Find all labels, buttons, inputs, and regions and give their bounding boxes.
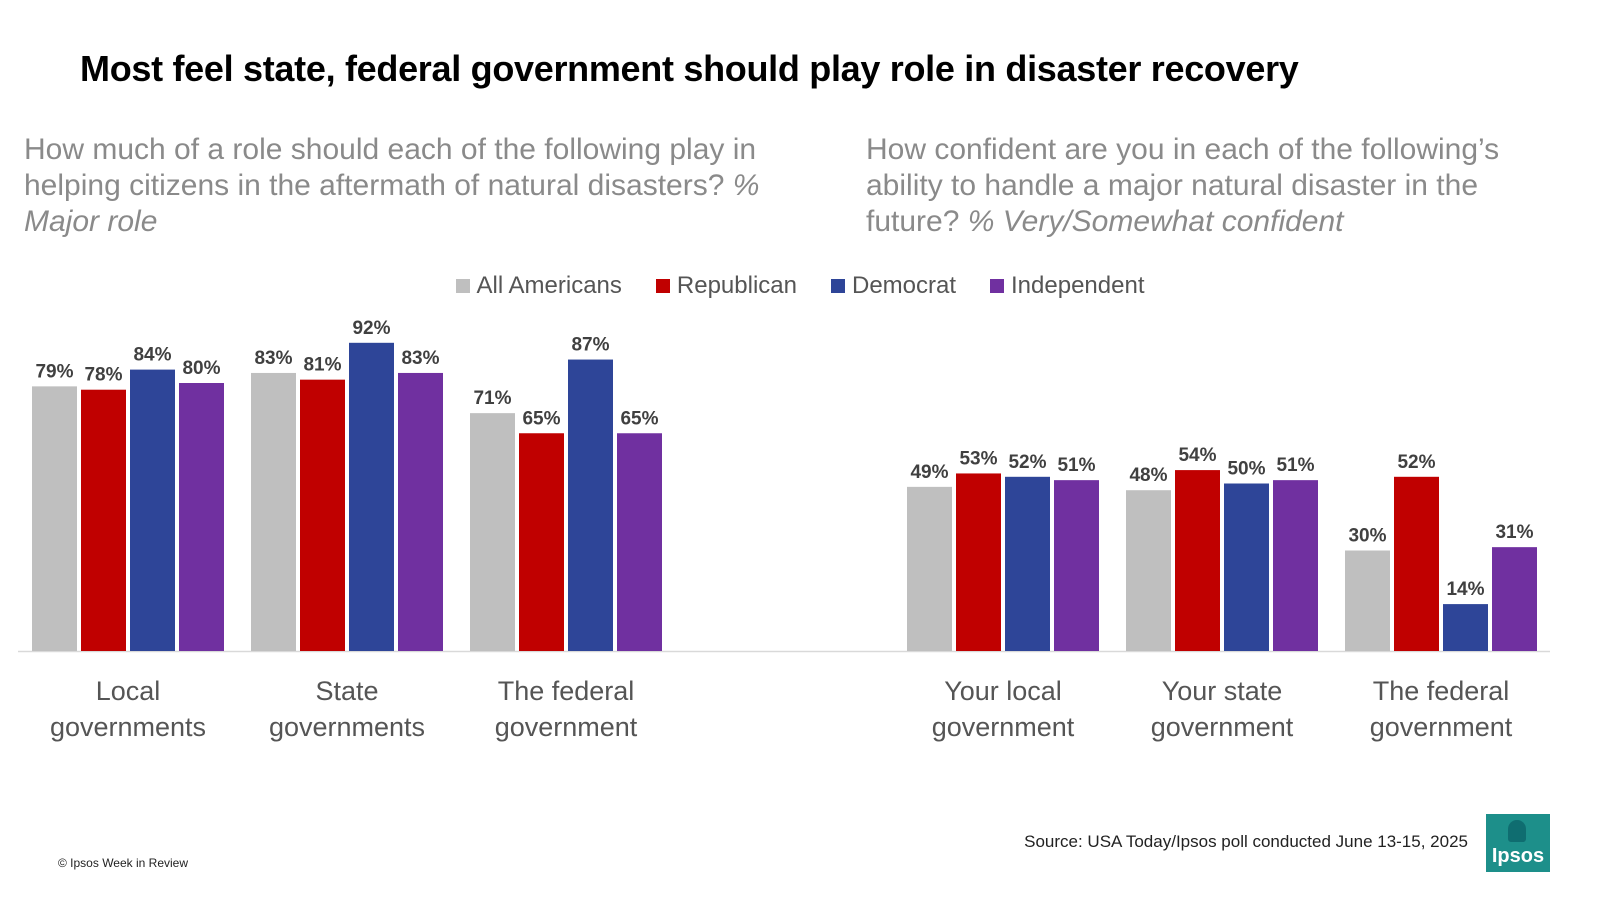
bar <box>519 433 564 651</box>
data-label: 65% <box>522 408 560 429</box>
data-label: 71% <box>473 388 511 409</box>
bar <box>130 369 175 651</box>
data-label: 65% <box>620 408 658 429</box>
legend-swatch <box>655 279 670 293</box>
bar <box>470 413 515 651</box>
legend-swatch <box>830 279 845 293</box>
data-label: 31% <box>1495 522 1533 543</box>
bar <box>1345 550 1390 651</box>
bar <box>1224 483 1269 651</box>
bar <box>349 342 394 651</box>
bar <box>1443 604 1488 651</box>
chart-title: Most feel state, federal government shou… <box>80 48 1299 89</box>
right-question: How confident are you in each of the fol… <box>866 132 1566 240</box>
bar <box>81 389 126 651</box>
data-label: 30% <box>1348 526 1386 547</box>
data-label: 84% <box>133 345 171 366</box>
left-question: How much of a role should each of the fo… <box>24 132 764 240</box>
left-question-qualifier: % Major role <box>24 169 760 238</box>
copyright-note: © Ipsos Week in Review <box>58 856 189 870</box>
bar <box>300 379 345 651</box>
data-label: 83% <box>254 348 292 369</box>
bar <box>1054 480 1099 651</box>
bar <box>1273 480 1318 651</box>
data-label: 52% <box>1397 452 1435 473</box>
bar <box>907 486 952 651</box>
category-label: The federal <box>498 676 635 706</box>
legend: All Americans Republican Democrat Indepe… <box>0 272 1600 300</box>
bar <box>1005 476 1050 651</box>
bar <box>251 372 296 651</box>
data-label: 51% <box>1057 455 1095 476</box>
data-label: 78% <box>84 365 122 386</box>
category-label: government <box>1370 712 1513 742</box>
legend-label: Democrat <box>851 272 957 299</box>
data-label: 92% <box>352 318 390 339</box>
data-label: 54% <box>1178 445 1216 466</box>
right-question-qualifier: % Very/Somewhat confident <box>967 205 1344 238</box>
data-label: 51% <box>1276 455 1314 476</box>
bar <box>617 433 662 651</box>
data-label: 52% <box>1008 452 1046 473</box>
bar <box>1394 476 1439 651</box>
data-label: 14% <box>1446 579 1484 600</box>
data-label: 87% <box>571 335 609 356</box>
bar <box>32 386 77 651</box>
legend-item-all-americans: All Americans <box>455 272 622 300</box>
category-label: Your state <box>1162 676 1283 706</box>
logo-mark-icon <box>1508 820 1526 842</box>
legend-item-democrat: Democrat <box>830 272 957 300</box>
data-label: 50% <box>1227 459 1265 480</box>
category-label: government <box>1151 712 1294 742</box>
data-label: 83% <box>401 348 439 369</box>
bar <box>568 359 613 651</box>
data-label: 81% <box>303 355 341 376</box>
category-label: government <box>932 712 1075 742</box>
legend-label: Republican <box>676 272 797 299</box>
legend-label: Independent <box>1011 272 1145 299</box>
data-label: 79% <box>35 361 73 382</box>
legend-item-republican: Republican <box>655 272 797 300</box>
bar <box>956 473 1001 651</box>
data-label: 48% <box>1129 465 1167 486</box>
category-label: Local <box>96 676 161 706</box>
logo-text: Ipsos <box>1491 845 1545 867</box>
bar <box>1492 547 1537 651</box>
right-question-text: How confident are you in each of the fol… <box>866 133 1500 238</box>
category-label: Your local <box>944 676 1062 706</box>
legend-swatch <box>990 279 1005 293</box>
category-label: State <box>315 676 378 706</box>
bar <box>1175 470 1220 651</box>
category-label: The federal <box>1373 676 1510 706</box>
bar <box>179 383 224 651</box>
data-label: 49% <box>910 462 948 483</box>
bar <box>1126 490 1171 651</box>
ipsos-logo: Ipsos <box>1486 814 1550 872</box>
category-label: governments <box>50 712 206 742</box>
legend-label: All Americans <box>476 272 622 299</box>
category-label: government <box>495 712 638 742</box>
bar <box>398 372 443 651</box>
legend-swatch <box>455 279 470 293</box>
left-question-text: How much of a role should each of the fo… <box>24 133 757 202</box>
legend-item-independent: Independent <box>990 272 1144 300</box>
data-label: 53% <box>959 448 997 469</box>
category-label: governments <box>269 712 425 742</box>
source-note: Source: USA Today/Ipsos poll conducted J… <box>1024 832 1468 851</box>
data-label: 80% <box>182 358 220 379</box>
